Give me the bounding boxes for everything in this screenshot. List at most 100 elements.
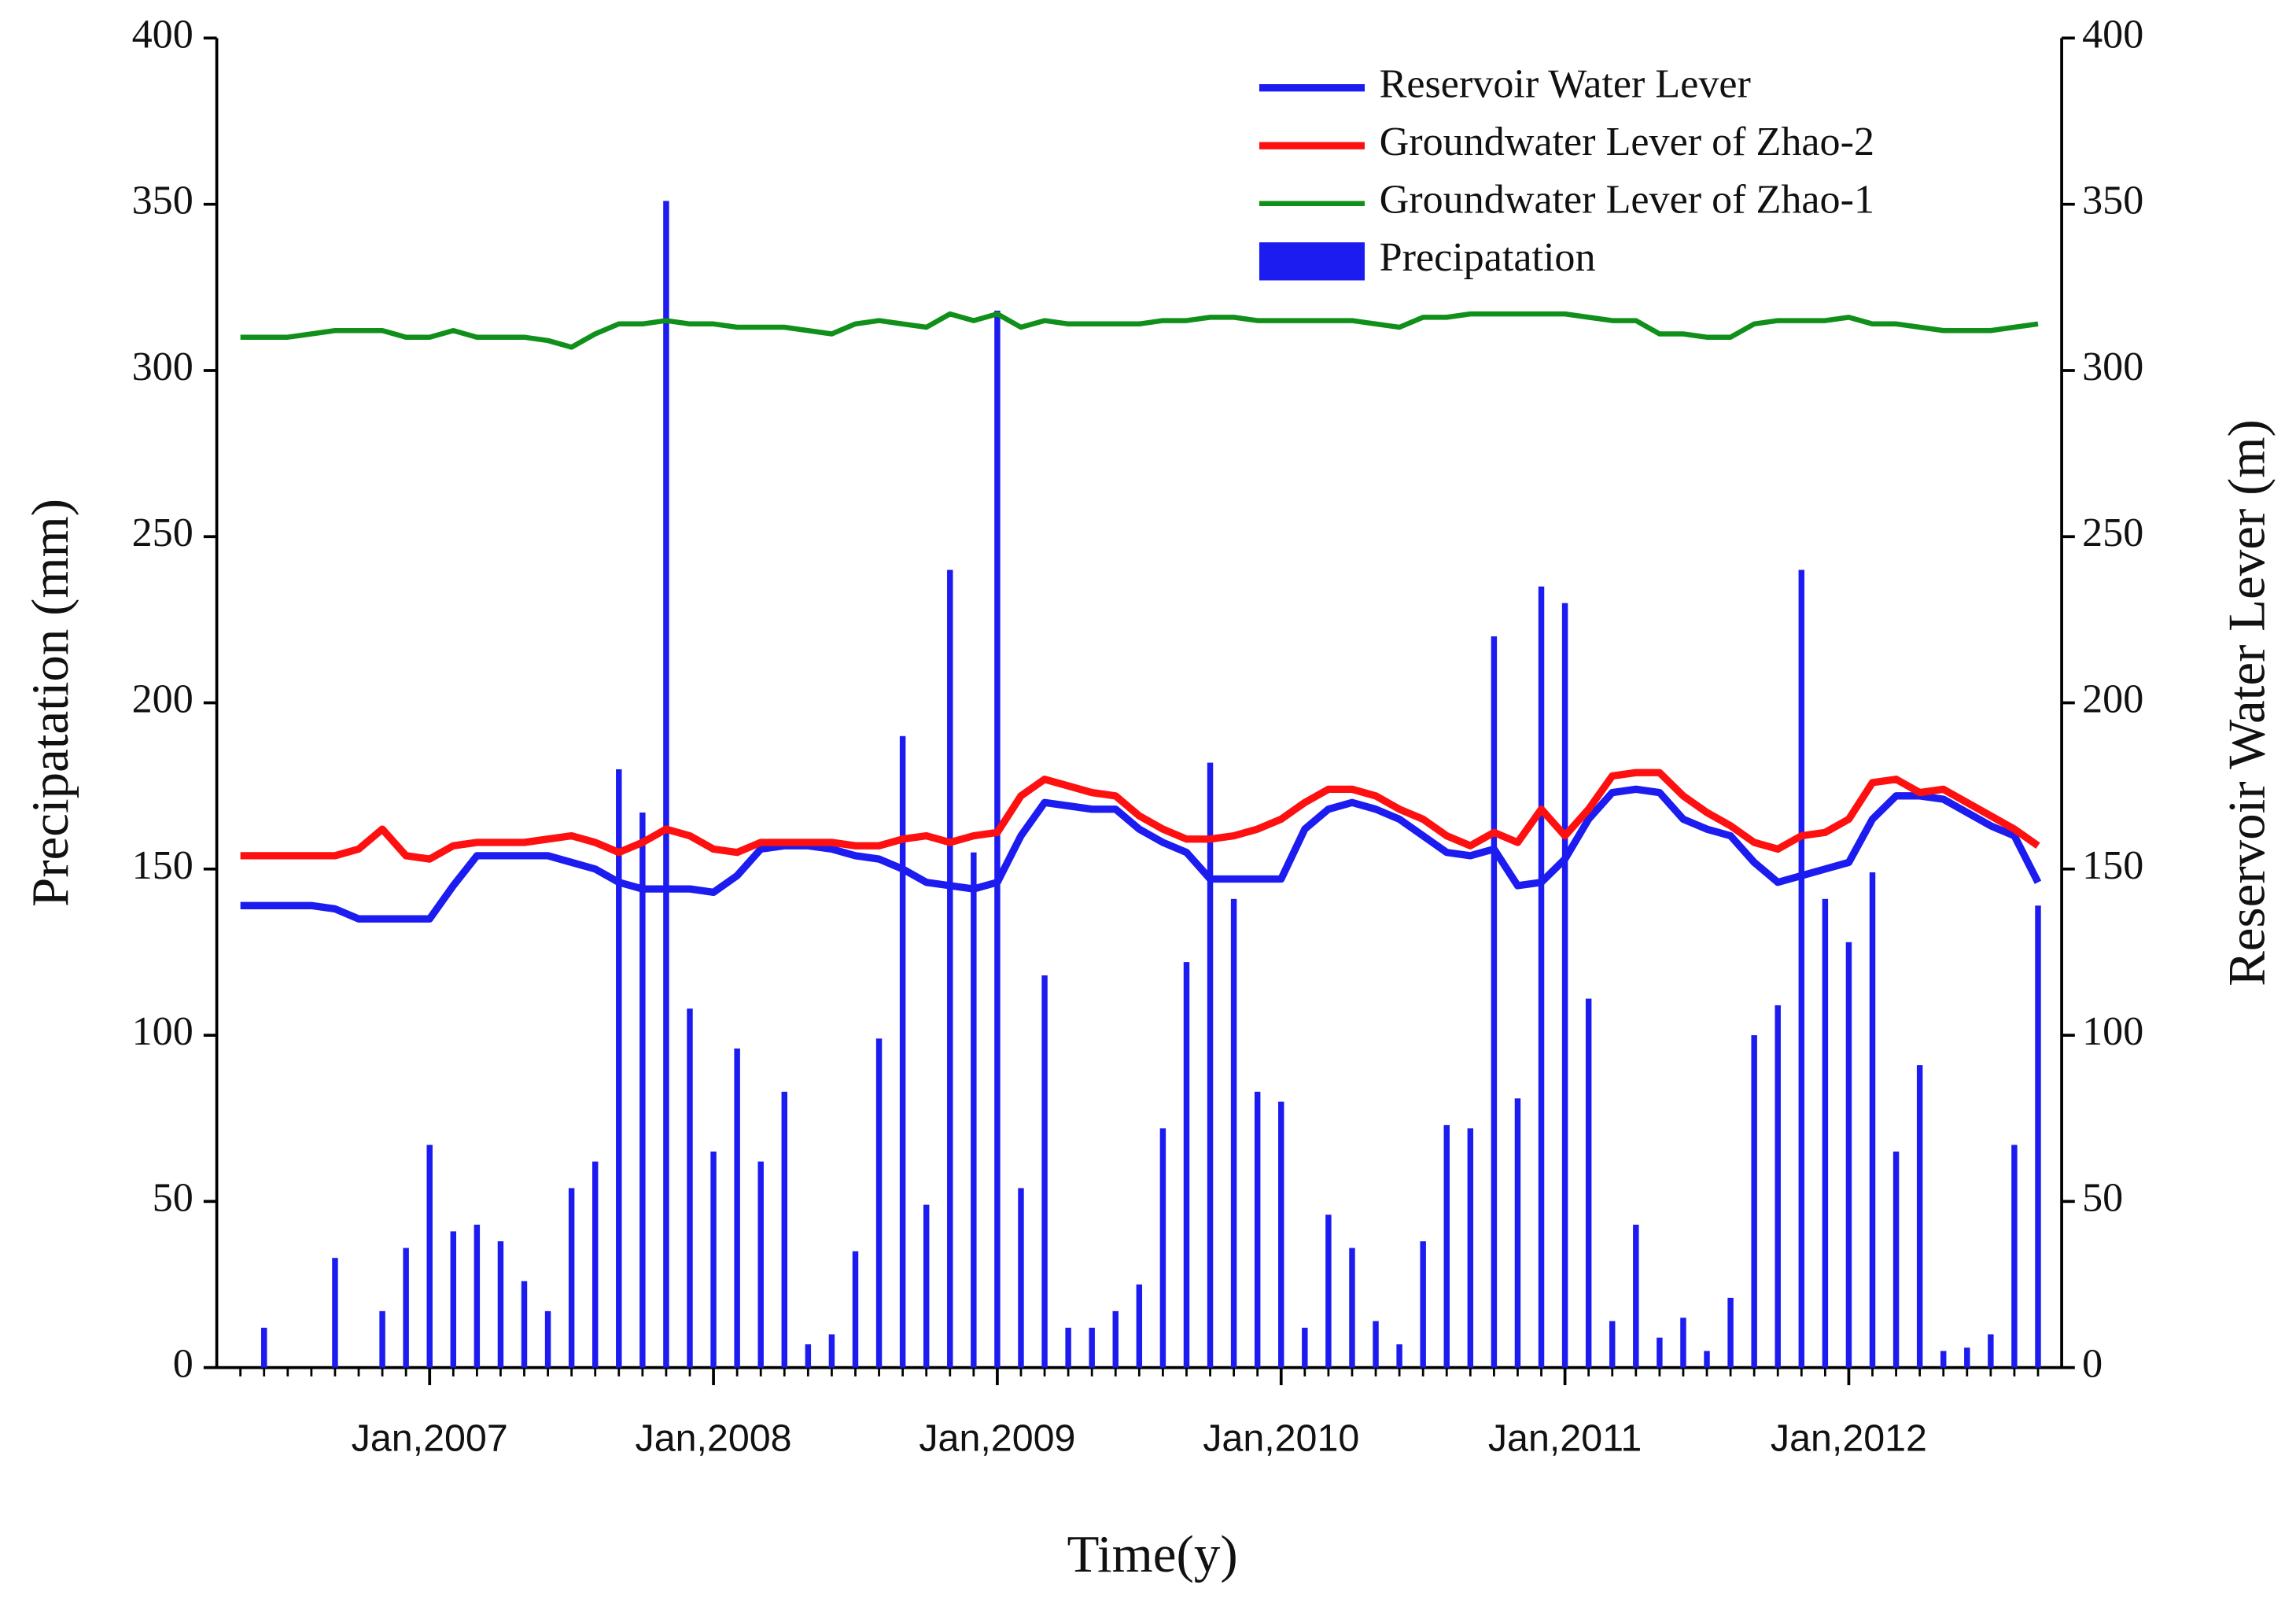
bar <box>1159 1128 1166 1368</box>
bar <box>2011 1144 2018 1368</box>
bar <box>852 1251 859 1368</box>
bar <box>1112 1310 1119 1368</box>
bar <box>1775 1005 1781 1368</box>
y2-tick-label: 250 <box>2082 510 2143 555</box>
bar <box>1561 603 1568 1368</box>
bar <box>1940 1351 1947 1368</box>
x-tick-label: Jan,2012 <box>1771 1417 1927 1460</box>
x-tick-label: Jan,2010 <box>1203 1417 1359 1460</box>
bar <box>1254 1091 1261 1368</box>
bar <box>1633 1224 1639 1368</box>
bar <box>687 1008 693 1368</box>
y2-tick-label: 300 <box>2082 345 2143 389</box>
bar <box>947 569 953 1368</box>
y-tick-label: 100 <box>132 1009 193 1054</box>
y2-tick-label: 400 <box>2082 12 2143 57</box>
bar <box>1845 942 1852 1368</box>
bar <box>1349 1248 1355 1368</box>
x-tick-label: Jan,2009 <box>919 1417 1075 1460</box>
bar <box>781 1091 787 1368</box>
y-tick-label: 150 <box>132 843 193 888</box>
bar <box>616 769 622 1368</box>
y2-tick-label: 100 <box>2082 1009 2143 1054</box>
line <box>240 768 2040 863</box>
bar <box>1609 1321 1616 1368</box>
bar <box>1727 1297 1734 1368</box>
bar <box>1041 975 1048 1368</box>
y-tick-label: 350 <box>132 179 193 223</box>
y-tick-label: 0 <box>173 1342 193 1387</box>
bar <box>805 1344 812 1368</box>
legend-label: Groundwater Lever of Zhao-2 <box>1380 120 1874 164</box>
bar <box>1018 1188 1024 1368</box>
y2-tick-label: 200 <box>2082 676 2143 721</box>
bar <box>1538 586 1545 1368</box>
bar <box>1207 762 1214 1368</box>
bar <box>734 1048 740 1368</box>
bar <box>1136 1284 1143 1368</box>
bar <box>1798 569 1805 1368</box>
bar <box>1988 1334 1994 1368</box>
bar <box>521 1281 528 1368</box>
bar <box>568 1188 575 1368</box>
x-tick-label: Jan,2008 <box>636 1417 792 1460</box>
legend-label: Precipatation <box>1380 235 1596 280</box>
bar <box>261 1327 267 1368</box>
bar <box>875 1038 883 1368</box>
bar <box>1396 1344 1402 1368</box>
bar <box>639 812 646 1368</box>
y-tick-label: 250 <box>132 510 193 555</box>
bar <box>403 1248 409 1368</box>
legend-label: Groundwater Lever of Zhao-1 <box>1380 178 1874 223</box>
bar <box>663 201 669 1368</box>
y2-tick-label: 150 <box>2082 843 2143 888</box>
bar <box>1585 998 1592 1368</box>
bar <box>497 1241 504 1368</box>
bar <box>1443 1125 1450 1368</box>
x-tick-label: Jan,2007 <box>352 1417 508 1460</box>
bar <box>1325 1214 1332 1368</box>
bar <box>1373 1321 1379 1368</box>
bar <box>1514 1098 1521 1368</box>
bar <box>1657 1337 1663 1368</box>
bar <box>828 1334 835 1368</box>
line <box>240 785 2042 923</box>
legend-label: Reservoir Water Lever <box>1380 62 1751 107</box>
bar <box>1278 1101 1284 1368</box>
bar <box>899 735 906 1368</box>
bar <box>923 1204 930 1368</box>
bar <box>450 1231 457 1368</box>
bar <box>1183 962 1190 1368</box>
bar <box>757 1161 764 1368</box>
bar <box>1491 636 1498 1368</box>
bar <box>592 1161 599 1368</box>
bar <box>1892 1151 1900 1368</box>
bar <box>1420 1241 1426 1368</box>
y2-tick-label: 350 <box>2082 179 2143 223</box>
y-axis-title: Precipatation (mm) <box>21 499 79 907</box>
bar <box>332 1258 338 1368</box>
bar <box>1230 898 1237 1368</box>
x-tick-label: Jan,2011 <box>1488 1417 1642 1460</box>
bar <box>971 852 977 1368</box>
bar <box>1751 1035 1757 1368</box>
y2-tick-label: 50 <box>2082 1175 2123 1220</box>
bar <box>474 1224 481 1368</box>
line <box>240 311 2039 350</box>
y-tick-label: 400 <box>132 12 193 57</box>
bar <box>994 310 1001 1368</box>
y-tick-label: 300 <box>132 345 193 389</box>
bar <box>2035 905 2041 1368</box>
y2-tick-label: 0 <box>2082 1342 2103 1387</box>
y2-axis-title: Reservoir Water Lever (m) <box>2217 419 2276 986</box>
bar <box>1065 1327 1071 1368</box>
bar <box>1964 1347 1970 1368</box>
bar <box>1869 872 1876 1368</box>
bar <box>1089 1327 1095 1368</box>
bar <box>544 1310 551 1368</box>
bar <box>1822 898 1829 1368</box>
bar <box>1916 1065 1923 1368</box>
bar <box>710 1151 717 1368</box>
legend-swatch <box>1259 242 1365 281</box>
